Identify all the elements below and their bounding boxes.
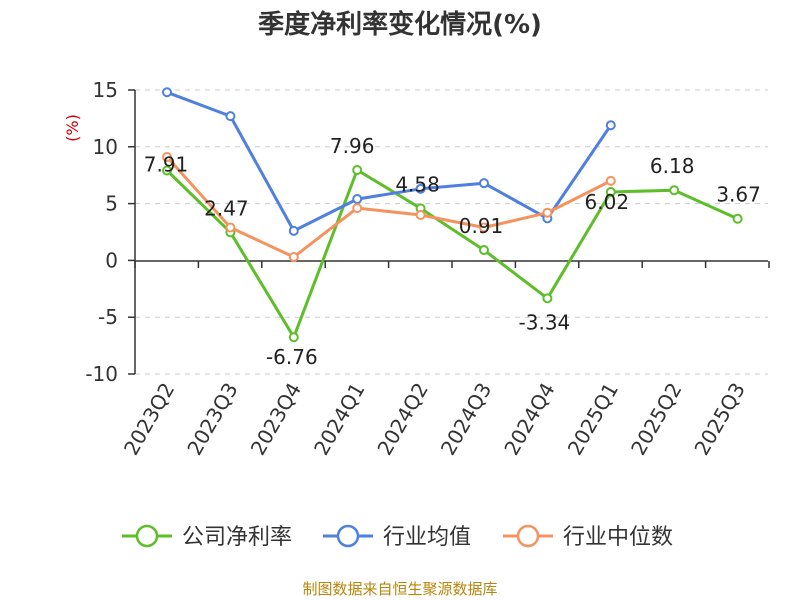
x-tick-label: 2025Q1	[563, 379, 623, 460]
data-point	[732, 213, 743, 224]
legend-swatch-marker	[336, 524, 360, 548]
data-label: -6.76	[266, 345, 318, 369]
data-point	[605, 187, 616, 198]
data-point	[415, 183, 426, 194]
legend-label: 行业中位数	[563, 525, 673, 550]
data-label: 2.47	[204, 196, 249, 220]
y-axis-label: (%)	[63, 114, 82, 142]
data-point	[479, 178, 489, 189]
data-point	[225, 111, 236, 122]
data-label: 3.67	[716, 183, 761, 207]
x-tick-label: 2024Q1	[309, 379, 369, 460]
data-label: 6.18	[650, 154, 695, 178]
legend-swatch-marker	[135, 524, 159, 548]
data-point	[542, 293, 553, 304]
x-tick-label: 2024Q4	[499, 379, 559, 460]
y-tick-label: -10	[85, 362, 118, 386]
y-tick-label: 0	[105, 248, 118, 272]
data-point	[288, 332, 299, 343]
data-point	[542, 207, 553, 218]
data-label: 4.58	[395, 172, 440, 196]
y-tick-label: 5	[105, 192, 118, 216]
data-label: 7.91	[144, 153, 189, 177]
series-line	[165, 155, 612, 259]
series-lines	[162, 87, 743, 343]
data-point	[288, 225, 299, 236]
series-line	[166, 90, 613, 233]
data-label: 7.96	[330, 134, 375, 158]
x-tick-label: 2023Q4	[246, 379, 306, 460]
y-tick-label: -5	[98, 305, 118, 329]
x-tick-label: 2023Q3	[182, 379, 242, 460]
source-note: 制图数据来自恒生聚源数据库	[302, 580, 498, 598]
data-point	[415, 209, 426, 220]
legend-label: 行业均值	[383, 525, 471, 550]
x-tick-label: 2025Q2	[626, 379, 686, 460]
data-point	[669, 185, 680, 196]
x-tick-label: 2025Q3	[689, 379, 749, 460]
data-point	[352, 194, 363, 205]
legend-label: 公司净利率	[182, 525, 292, 550]
data-point	[225, 222, 236, 233]
data-point	[352, 164, 363, 175]
data-point	[605, 175, 616, 186]
data-point	[288, 251, 299, 262]
data-point	[479, 222, 489, 233]
data-label: 0.91	[459, 214, 504, 238]
data-point	[162, 165, 172, 176]
y-tick-label: 15	[93, 78, 118, 102]
x-tick-label: 2024Q2	[372, 379, 432, 460]
data-point	[162, 152, 172, 163]
x-tick-label: 2024Q3	[436, 379, 496, 460]
data-label: -3.34	[519, 310, 571, 334]
data-label: 6.02	[585, 190, 630, 214]
data-point	[605, 120, 616, 131]
data-point	[352, 203, 363, 214]
legend-swatch-marker	[516, 524, 540, 548]
series-line	[165, 168, 739, 339]
data-point	[479, 245, 489, 256]
data-point	[162, 87, 172, 98]
legend: 公司净利率 行业均值 行业中位数	[122, 524, 673, 550]
y-tick-label: 10	[93, 135, 118, 159]
data-labels: 7.91 2.47 -6.76 7.96 4.58 0.91 -3.34 6.02 6.18 3.…	[144, 134, 761, 369]
x-tick-label: 2023Q2	[119, 379, 179, 460]
chart-title: 季度净利率变化情况(%)	[258, 10, 542, 40]
